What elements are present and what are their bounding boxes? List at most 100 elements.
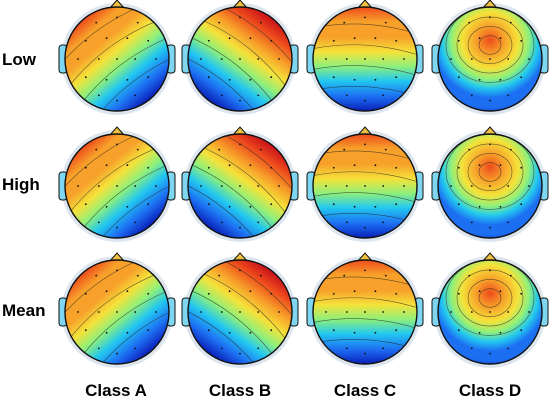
electrode-dot: [325, 311, 327, 313]
electrode-dot: [126, 205, 129, 208]
electrode-dot: [257, 311, 260, 313]
electrode-dot: [353, 37, 356, 40]
electrode-dot: [450, 311, 452, 313]
electrode-dot: [105, 164, 108, 167]
electrode-dot: [364, 269, 366, 272]
topomap-r1-c2: [306, 126, 424, 242]
electrode-dot: [332, 39, 335, 42]
electrode-dot: [489, 226, 491, 229]
electrode-dot: [345, 311, 348, 313]
topomap-r1-c3: [431, 126, 549, 242]
electrode-dot: [116, 185, 118, 187]
electrode-dot: [457, 329, 460, 332]
contour-line: [467, 153, 513, 191]
electrode-dot: [364, 185, 366, 187]
electrode-dot: [77, 311, 79, 313]
electrode-dot: [228, 78, 231, 81]
electrode-dot: [270, 203, 273, 206]
electrode-dot: [489, 99, 491, 102]
row-label-high: High: [2, 175, 40, 194]
electrode-dot: [134, 94, 137, 97]
electrode-dot: [374, 331, 377, 334]
contour-line: [313, 171, 417, 182]
electrode-dot: [220, 185, 223, 187]
electrode-dot: [105, 290, 108, 293]
electrode-dot: [257, 94, 260, 97]
contour-line: [203, 273, 286, 339]
topomap-r1-c1: [179, 126, 299, 247]
electrode-dot: [155, 185, 157, 187]
electrode-dot: [200, 58, 202, 60]
col-label-class-b: Class B: [208, 381, 272, 400]
topomap-r2-c1: [179, 252, 299, 373]
electrode-dot: [470, 58, 473, 60]
electrode-dot: [155, 58, 157, 60]
contour-line: [445, 260, 535, 336]
electrode-dot: [507, 311, 510, 313]
contour-line: [191, 37, 274, 103]
electrode-dot: [489, 185, 491, 187]
electrode-dot: [278, 58, 280, 60]
electrode-dot: [353, 164, 356, 167]
electrode-dot: [228, 205, 231, 208]
electrode-dot: [457, 203, 460, 206]
electrode-dot: [239, 311, 241, 313]
electrode-dot: [520, 166, 523, 169]
electrode-dot: [249, 78, 252, 81]
electrode-dot: [489, 16, 491, 19]
electrode-dot: [134, 347, 137, 350]
electrode-dot: [126, 78, 129, 81]
electrode-dot: [450, 185, 452, 187]
topomap-r2-c0: [56, 252, 181, 370]
electrode-dot: [364, 226, 366, 229]
nose: [232, 126, 248, 136]
electrode-dot: [332, 166, 335, 169]
electrode-dot: [116, 352, 118, 355]
electrode-dot: [364, 352, 366, 355]
col-label-class-c: Class C: [333, 381, 397, 400]
topomap-r0-c0: [56, 0, 181, 117]
electrode-dot: [489, 269, 491, 272]
electrode-dot: [207, 166, 210, 169]
electrode-dot: [228, 290, 231, 293]
topomap-r0-c2: [306, 0, 424, 115]
electrode-dot: [520, 203, 523, 206]
electrode-dot: [239, 58, 241, 60]
electrode-dot: [228, 164, 231, 167]
contour-line: [313, 192, 417, 203]
electrode-dot: [382, 94, 385, 97]
electrode-dot: [239, 185, 241, 187]
nose: [357, 252, 373, 262]
electrode-dot: [403, 311, 405, 313]
electrode-dot: [353, 290, 356, 293]
electrode-dot: [457, 39, 460, 42]
electrode-dot: [116, 269, 118, 272]
contour-line: [83, 290, 168, 354]
electrode-dot: [207, 329, 210, 332]
electrode-dot: [126, 331, 129, 334]
nose: [232, 0, 248, 9]
electrode-dot: [478, 331, 481, 334]
electrode-dot: [116, 143, 118, 146]
electrode-dot: [470, 347, 473, 350]
electrode-dot: [382, 347, 385, 350]
electrode-dot: [478, 164, 481, 167]
nose: [109, 252, 125, 262]
electrode-dot: [353, 78, 356, 81]
electrode-dot: [257, 221, 260, 224]
electrode-dot: [395, 39, 398, 42]
electrode-dot: [249, 164, 252, 167]
electrode-dot: [136, 148, 139, 151]
electrode-dot: [207, 39, 210, 42]
contour-line: [478, 35, 502, 55]
electrode-dot: [364, 16, 366, 19]
electrode-dot: [395, 76, 398, 79]
electrode-dot: [84, 292, 87, 295]
contour-line: [467, 26, 513, 64]
topomap-r0-c1: [179, 0, 299, 120]
topomap-r0-c3: [431, 0, 549, 115]
electrode-dot: [457, 166, 460, 169]
electrode-dot: [97, 311, 100, 313]
electrode-dot: [147, 292, 150, 295]
electrode-dot: [207, 203, 210, 206]
